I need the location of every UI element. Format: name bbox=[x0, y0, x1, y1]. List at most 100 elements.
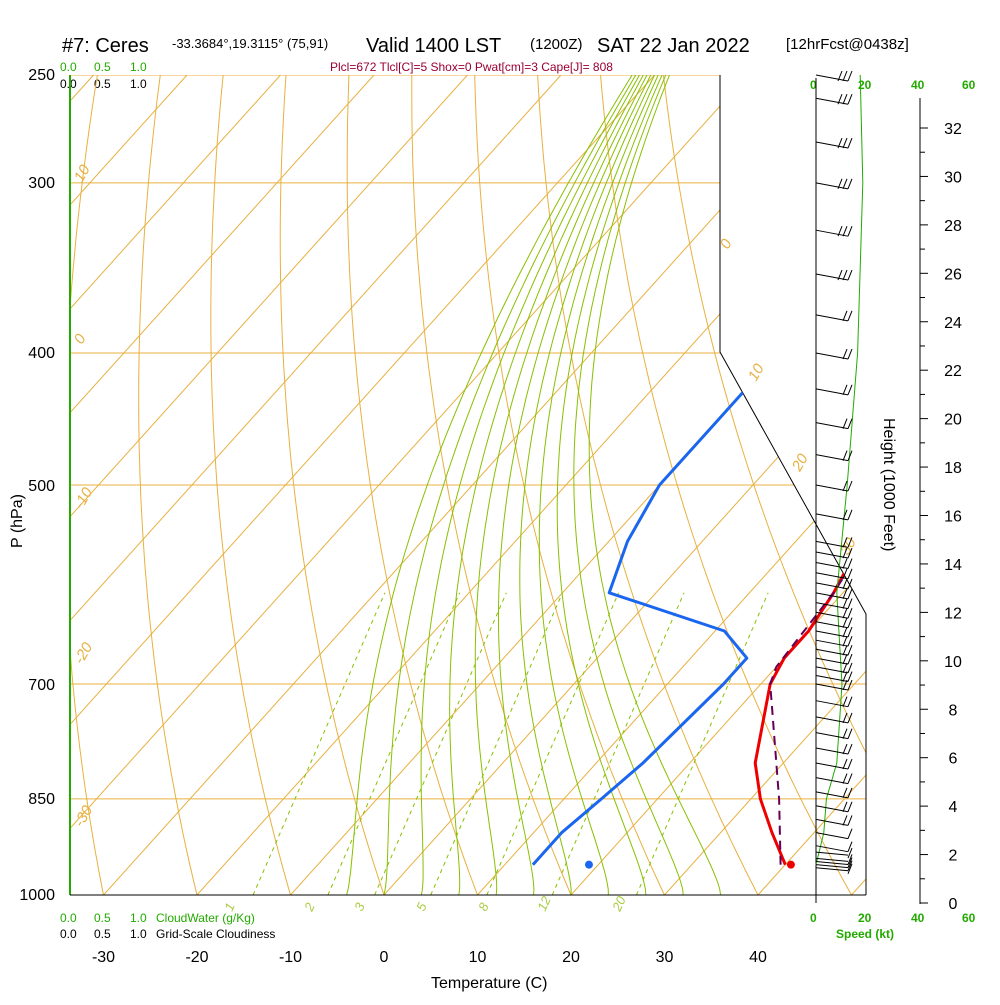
wind-barb-staff bbox=[816, 852, 848, 855]
top-cloudiness-tick: 1.0 bbox=[130, 77, 147, 91]
wind-barb-flag bbox=[843, 618, 847, 628]
pressure-tick-label: 250 bbox=[28, 67, 55, 84]
cloudiness-label: Grid-Scale Cloudiness bbox=[156, 927, 275, 941]
bottom-cloud-scale: 0.0 0.5 1.0 CloudWater (g/Kg) 0.0 0.5 1.… bbox=[60, 911, 275, 941]
mixing-ratio-label: 8 bbox=[475, 900, 492, 914]
mixing-ratio-line bbox=[375, 593, 507, 895]
speed-tick-bottom: 60 bbox=[962, 911, 976, 925]
wind-barb-flag bbox=[843, 579, 847, 589]
isotherm-label: -10 bbox=[71, 484, 97, 512]
height-tick-label: 16 bbox=[944, 509, 962, 526]
wind-barb-flag bbox=[848, 138, 852, 148]
station-coords: -33.3684°,19.3115° (75,91) bbox=[172, 36, 328, 51]
wind-barb-flag bbox=[843, 815, 847, 825]
wind-barb-flag bbox=[843, 697, 847, 707]
bottom-cw-tick: 0.0 bbox=[60, 911, 77, 925]
utc-time: (1200Z) bbox=[530, 36, 583, 53]
wind-barb-flag bbox=[848, 385, 852, 395]
pressure-tick-label: 1000 bbox=[19, 887, 55, 904]
pressure-tick-label: 500 bbox=[28, 478, 55, 495]
wind-barb-staff bbox=[816, 868, 848, 871]
wind-barb-flag bbox=[848, 179, 852, 189]
isotherm-line bbox=[852, 75, 1000, 895]
wind-barb-flag bbox=[843, 138, 847, 148]
wind-barb-flag bbox=[848, 802, 852, 812]
wind-barb-staff bbox=[816, 846, 848, 852]
wind-barb-flag bbox=[843, 759, 847, 769]
isotherm-label: 20 bbox=[788, 450, 812, 474]
pressure-axis-title: P (hPa) bbox=[9, 494, 26, 548]
surface-dewpoint-dot bbox=[585, 861, 593, 869]
wind-barb-staff bbox=[816, 865, 848, 868]
temperature-tick-label: 20 bbox=[562, 949, 580, 966]
mixing-ratio-line bbox=[253, 593, 385, 895]
speed-tick-bottom: 40 bbox=[911, 911, 925, 925]
speed-tick-bottom: 20 bbox=[858, 911, 872, 925]
bottom-cw-tick: 0.5 bbox=[94, 911, 111, 925]
speed-axis-title: Speed (kt) bbox=[836, 927, 894, 941]
wind-barb-flag bbox=[848, 654, 852, 664]
wind-barb-flag bbox=[848, 788, 852, 798]
dry-adiabat bbox=[978, 75, 1000, 895]
isotherm-label: -30 bbox=[71, 802, 97, 830]
wind-barb-flag bbox=[843, 94, 847, 104]
wind-barb-flag bbox=[848, 608, 852, 618]
isotherm-label: 0 bbox=[71, 331, 90, 347]
wind-panel bbox=[816, 71, 863, 903]
wind-barb-flag bbox=[843, 226, 847, 236]
wind-barb-flag bbox=[843, 608, 847, 618]
wind-barb-flag bbox=[848, 829, 852, 839]
wind-barb-flag bbox=[843, 270, 847, 280]
wind-barb-flag bbox=[848, 744, 852, 754]
cloudwater-label: CloudWater (g/Kg) bbox=[156, 911, 255, 925]
mixing-ratio-line bbox=[636, 593, 768, 895]
valid-date: SAT 22 Jan 2022 bbox=[597, 35, 750, 57]
wind-barb-flag bbox=[848, 226, 852, 236]
bottom-cloudiness-tick: 0.5 bbox=[94, 927, 111, 941]
wind-barb-flag bbox=[843, 802, 847, 812]
top-cw-tick: 0.0 bbox=[60, 60, 77, 74]
wind-barb-flag bbox=[843, 71, 847, 81]
wind-barb-flag bbox=[848, 270, 852, 280]
wind-barb-flag bbox=[843, 451, 847, 461]
wind-barb-flag bbox=[843, 385, 847, 395]
height-tick-label: 22 bbox=[944, 363, 962, 380]
wind-barb-flag bbox=[848, 569, 852, 579]
valid-time: Valid 1400 LST bbox=[366, 35, 501, 57]
pressure-tick-label: 400 bbox=[28, 345, 55, 362]
bottom-cloudiness-tick: 1.0 bbox=[130, 927, 147, 941]
pressure-tick-label: 850 bbox=[28, 791, 55, 808]
wind-barb-flag bbox=[848, 94, 852, 104]
wind-barb-flag bbox=[843, 645, 847, 655]
height-tick-label: 6 bbox=[949, 751, 958, 768]
temperature-tick-label: 40 bbox=[749, 949, 767, 966]
wind-barb-flag bbox=[848, 663, 852, 673]
wind-barb-flag bbox=[843, 179, 847, 189]
temperature-tick-label: -30 bbox=[92, 949, 115, 966]
speed-tick-top: 40 bbox=[911, 78, 925, 92]
wind-barb-flag bbox=[843, 349, 847, 359]
mixing-ratio-label: 2 bbox=[301, 900, 318, 914]
height-tick-label: 0 bbox=[949, 896, 958, 913]
temperature-tick-label: 10 bbox=[469, 949, 487, 966]
wind-barb-flag bbox=[848, 729, 852, 739]
height-tick-label: 14 bbox=[944, 557, 962, 574]
temperature-tick-label: 30 bbox=[656, 949, 674, 966]
mixing-ratio-label: 5 bbox=[413, 900, 430, 914]
height-tick-label: 32 bbox=[944, 121, 962, 138]
pressure-tick-label: 700 bbox=[28, 677, 55, 694]
wind-barb-flag bbox=[843, 559, 847, 569]
bottom-cw-tick: 1.0 bbox=[130, 911, 147, 925]
height-tick-label: 12 bbox=[944, 605, 962, 622]
wind-barb-flag bbox=[843, 713, 847, 723]
wind-barb-flag bbox=[848, 510, 852, 520]
wind-barb-flag bbox=[843, 774, 847, 784]
mixing-ratio-label: 20 bbox=[609, 893, 629, 914]
pressure-tick-label: 300 bbox=[28, 175, 55, 192]
wind-barb-staff bbox=[816, 862, 848, 865]
temperature-tick-label: -10 bbox=[279, 949, 302, 966]
wind-barb-flag bbox=[843, 311, 847, 321]
speed-tick-bottom: 0 bbox=[810, 911, 817, 925]
top-cw-tick: 1.0 bbox=[130, 60, 147, 74]
